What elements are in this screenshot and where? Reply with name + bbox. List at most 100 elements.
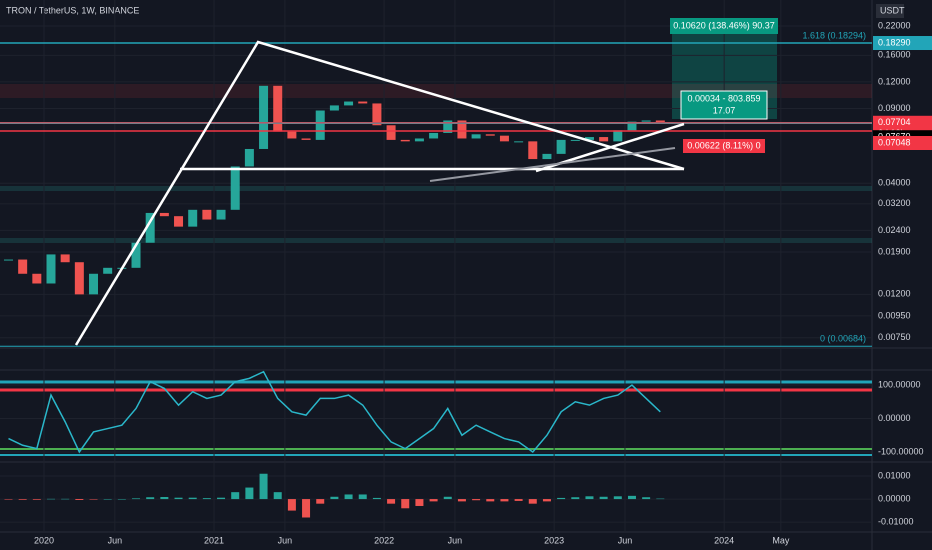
histogram-bar — [599, 496, 608, 500]
candle — [131, 242, 141, 268]
histogram-bar — [472, 499, 481, 501]
histogram-bar — [32, 499, 41, 500]
x-tick-label: Jun — [108, 535, 123, 545]
histogram-bar — [627, 495, 636, 500]
candle — [344, 101, 354, 106]
histogram-bar — [358, 494, 367, 500]
triangle-line — [74, 40, 685, 346]
candle — [145, 212, 155, 243]
candle — [655, 120, 665, 123]
histogram-bar — [401, 499, 410, 509]
histogram-bar — [486, 499, 495, 502]
x-tick-label: 2021 — [204, 535, 224, 545]
histogram-bar — [302, 499, 311, 518]
candle — [3, 259, 13, 261]
x-tick-label: 2020 — [34, 535, 54, 545]
y-tick-label: 0.09000 — [878, 103, 911, 113]
histogram-bar — [117, 499, 126, 500]
y-tick-label: 0.00950 — [878, 310, 911, 320]
candle — [315, 110, 325, 140]
candle — [230, 166, 240, 210]
y-tick-label: 0.22000 — [878, 20, 911, 30]
fib-label: 0 (0.00684) — [820, 334, 866, 344]
histogram-bar — [514, 499, 523, 501]
x-tick-label: 2023 — [544, 535, 564, 545]
histogram-bar — [443, 496, 452, 500]
x-tick-label: Jun — [618, 535, 633, 545]
candle — [627, 121, 637, 131]
y-tick-label: 100.00000 — [878, 379, 921, 389]
symbol-title: TRON / TetherUS, 1W, BINANCE — [6, 5, 139, 15]
histogram-bar — [217, 497, 226, 500]
support-zone — [0, 186, 872, 191]
candle — [259, 85, 269, 149]
price-label-box — [873, 136, 932, 151]
y-tick-label: 0.00000 — [878, 413, 911, 423]
candle — [499, 135, 509, 142]
candle — [641, 120, 651, 122]
x-tick-label: 2024 — [714, 535, 734, 545]
candle — [60, 254, 70, 263]
candle — [556, 139, 566, 154]
candle — [18, 259, 28, 274]
candle — [599, 137, 609, 142]
cci-line — [8, 370, 661, 454]
histogram-bar — [47, 498, 55, 500]
measure-box — [683, 139, 765, 153]
histogram-bar — [415, 499, 424, 506]
candle — [244, 148, 254, 167]
x-tick-label: Jun — [448, 535, 463, 545]
candle — [372, 103, 382, 126]
trend-drawings — [74, 40, 685, 346]
histogram-bar — [160, 497, 169, 500]
candle — [584, 137, 594, 140]
price-label-box — [873, 36, 932, 51]
candle — [542, 153, 552, 160]
candle — [570, 139, 580, 141]
histogram-bar — [500, 499, 509, 502]
candle — [103, 267, 113, 274]
histogram-bar — [330, 496, 339, 500]
histogram-bar — [273, 492, 282, 500]
histogram-bar — [89, 499, 98, 500]
histogram-bar — [656, 498, 665, 500]
histogram-bar — [457, 499, 466, 502]
histogram-bar — [174, 497, 183, 500]
candle — [329, 105, 339, 111]
histogram-bar — [642, 497, 651, 500]
candle — [414, 138, 424, 142]
x-tick-label: Jun — [278, 535, 293, 545]
candle — [188, 209, 198, 227]
candle — [429, 132, 439, 139]
y-tick-label: 0.00750 — [878, 332, 911, 342]
candle — [613, 130, 623, 142]
x-tick-label: May — [772, 535, 790, 545]
candle — [400, 139, 410, 142]
candle — [358, 101, 368, 104]
histogram-bar — [372, 497, 381, 500]
y-tick-label: 0.00000 — [878, 493, 911, 503]
histogram-bar — [316, 499, 325, 504]
measure-label: 0.00034 - 803.859 — [687, 93, 760, 103]
candle — [528, 141, 538, 160]
candle — [514, 141, 524, 143]
candle — [216, 209, 226, 220]
currency: USDT — [880, 5, 905, 15]
fib-label: 1.618 (0.18294) — [802, 30, 866, 40]
histogram-bar — [613, 496, 622, 500]
measure-box — [680, 90, 768, 120]
histogram-bar — [387, 499, 396, 504]
histogram-bar — [344, 494, 353, 500]
y-tick-label: 0.02400 — [878, 225, 911, 235]
histogram-bar — [146, 497, 155, 500]
candle — [89, 273, 99, 295]
price-label: 0.07048 — [878, 137, 911, 147]
y-tick-label: 0.01200 — [878, 289, 911, 299]
histogram-bar — [571, 497, 580, 500]
currency-box — [876, 4, 904, 18]
histogram-bar — [202, 498, 211, 500]
histogram-bar — [429, 499, 438, 502]
